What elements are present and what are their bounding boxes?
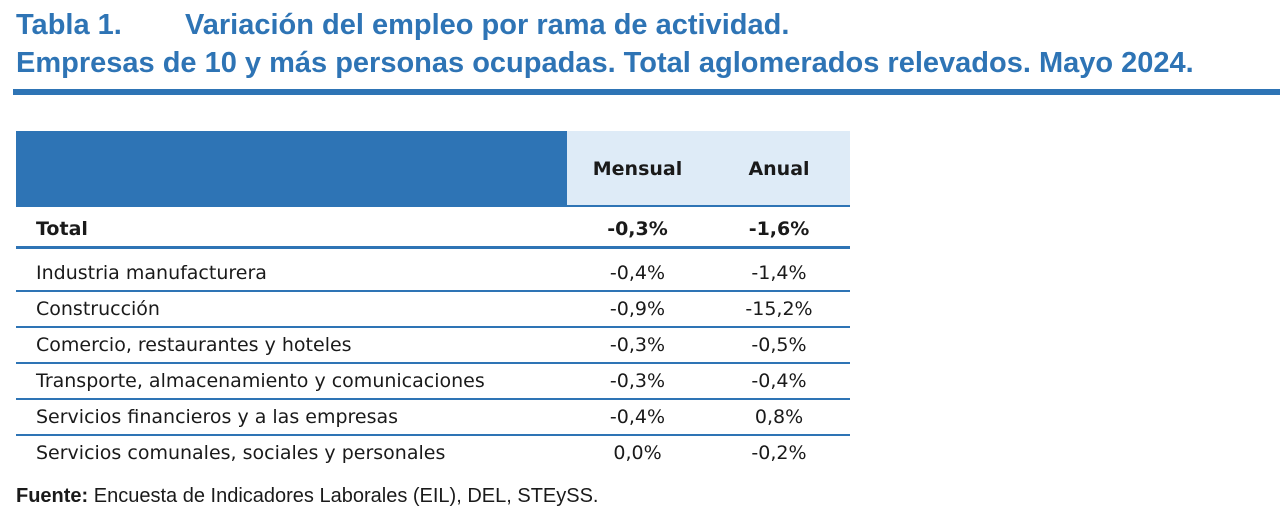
row-mensual: -0,3% <box>607 218 668 240</box>
title-line-1: Tabla 1. Variación del empleo por rama de… <box>16 6 1276 44</box>
row-mensual: -0,3% <box>609 334 666 356</box>
header-anual: Anual <box>748 158 810 180</box>
row-label: Comercio, restaurantes y hoteles <box>36 334 352 356</box>
title-line-2: Empresas de 10 y más personas ocupadas. … <box>16 47 1194 79</box>
row-divider <box>16 290 850 292</box>
row-divider <box>16 362 850 364</box>
table-row: Construcción -0,9% -15,2% <box>16 292 850 328</box>
source-text: Encuesta de Indicadores Laborales (EIL),… <box>88 485 599 507</box>
header-mensual: Mensual <box>592 158 683 180</box>
table-row: Servicios comunales, sociales y personal… <box>16 436 850 472</box>
header-values-cell <box>567 131 850 205</box>
table-number: Tabla 1. <box>16 9 122 41</box>
row-label: Servicios financieros y a las empresas <box>36 406 399 428</box>
source-label: Fuente: <box>16 485 89 507</box>
table-header: Mensual Anual <box>16 131 850 205</box>
row-anual: -0,5% <box>751 334 807 356</box>
row-divider <box>16 398 850 400</box>
row-mensual: -0,4% <box>609 262 666 284</box>
row-anual: -0,4% <box>751 370 807 392</box>
row-divider <box>16 326 850 328</box>
row-label: Construcción <box>36 298 160 320</box>
table-row: Comercio, restaurantes y hoteles -0,3% -… <box>16 328 850 364</box>
header-label-cell <box>16 131 567 205</box>
row-mensual: -0,4% <box>609 406 666 428</box>
row-label: Servicios comunales, sociales y personal… <box>36 442 446 464</box>
employment-table: Mensual Anual Total -0,3% -1,6% Industri… <box>16 131 850 472</box>
row-label: Total <box>36 218 88 240</box>
title-main: Variación del empleo por rama de activid… <box>185 9 790 41</box>
source-note: Fuente: Encuesta de Indicadores Laborale… <box>16 485 598 508</box>
table-row-total: Total -0,3% -1,6% <box>16 207 850 246</box>
row-anual: -1,6% <box>748 218 810 240</box>
row-anual: -0,2% <box>751 442 807 464</box>
row-mensual: 0,0% <box>613 442 662 464</box>
row-anual: -15,2% <box>745 298 813 320</box>
table-row: Transporte, almacenamiento y comunicacio… <box>16 364 850 400</box>
table-row: Industria manufacturera -0,4% -1,4% <box>16 256 850 292</box>
row-mensual: -0,3% <box>609 370 666 392</box>
row-mensual: -0,9% <box>609 298 666 320</box>
header-divider <box>16 205 850 207</box>
row-label: Industria manufacturera <box>36 262 267 284</box>
row-label: Transporte, almacenamiento y comunicacio… <box>36 370 485 392</box>
row-anual: 0,8% <box>754 406 804 428</box>
table-row: Servicios financieros y a las empresas -… <box>16 400 850 436</box>
row-divider <box>16 434 850 436</box>
row-anual: -1,4% <box>751 262 807 284</box>
title-divider <box>13 89 1280 95</box>
total-divider <box>16 246 850 249</box>
table-title: Tabla 1. Variación del empleo por rama de… <box>16 6 1276 82</box>
